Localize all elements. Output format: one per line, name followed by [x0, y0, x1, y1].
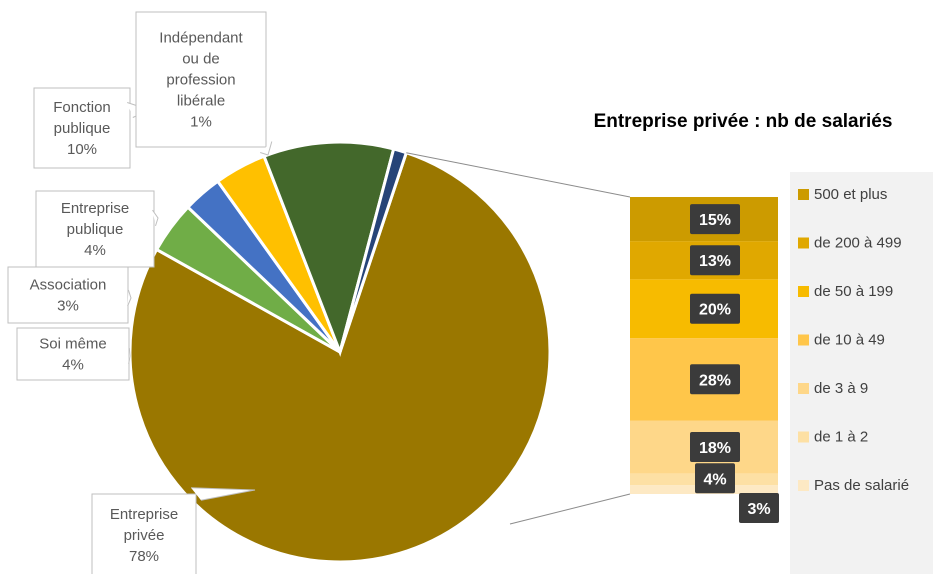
- pie-callout-1: Soi même 4%: [16, 327, 131, 381]
- bar-data-label-4: 20%: [690, 293, 740, 324]
- connector-top: [406, 152, 631, 198]
- legend-item-3: de 10 à 49: [798, 332, 885, 349]
- data-label-bg: [690, 245, 740, 276]
- pie-callout-3: Entreprise publique 4%: [35, 190, 159, 268]
- callout-box: [33, 87, 131, 169]
- callout-text: profession: [166, 72, 235, 89]
- stacked-bar-chart: 3% 4% 18% 28% 20% 13% 15%: [630, 197, 779, 523]
- data-label-bg: [695, 463, 735, 494]
- callout-text: Fonction: [53, 99, 111, 116]
- callout-text: privée: [124, 527, 165, 544]
- callout-pointer: [127, 289, 132, 307]
- callout-text: Soi même: [39, 336, 107, 353]
- callout-box: [91, 493, 197, 574]
- legend-item-4: de 3 à 9: [798, 380, 868, 397]
- data-label-text: 20%: [699, 302, 731, 319]
- data-label-text: 13%: [699, 253, 731, 270]
- callout-pointer: [260, 141, 273, 156]
- legend-label: de 3 à 9: [814, 380, 868, 397]
- callout-text: 4%: [84, 242, 106, 259]
- callout-text: ou de: [182, 51, 220, 68]
- callout-box: [135, 11, 267, 148]
- callout-text: 10%: [67, 141, 97, 158]
- legend-swatch: [798, 237, 809, 249]
- data-label-bg: [690, 432, 740, 462]
- legend-label: de 50 à 199: [814, 283, 893, 300]
- legend-swatch: [798, 383, 809, 394]
- bar-data-label-0: 3%: [739, 493, 779, 523]
- legend-swatch: [798, 286, 809, 297]
- callout-box: [7, 266, 129, 324]
- legend-item-1: de 200 à 499: [798, 235, 902, 252]
- bar-data-label-5: 13%: [690, 245, 740, 276]
- bar-data-label-1: 4%: [695, 463, 735, 494]
- data-label-text: 15%: [699, 212, 731, 229]
- legend-item-6: Pas de salarié: [798, 477, 909, 494]
- pie-chart: Entreprise privée 78% Soi même 4% Association…: [7, 11, 552, 574]
- pie-to-bar-connectors: [406, 152, 631, 525]
- legend-swatch: [798, 480, 809, 491]
- legend-label: de 200 à 499: [814, 235, 902, 252]
- sub-chart-title: Entreprise privée : nb de salariés: [594, 111, 893, 132]
- legend-item-2: de 50 à 199: [798, 283, 893, 300]
- data-label-text: 3%: [747, 501, 770, 518]
- callout-text: 78%: [129, 548, 159, 565]
- pie-slice-0: [128, 150, 552, 564]
- data-label-text: 18%: [699, 440, 731, 457]
- legend-swatch: [798, 431, 809, 443]
- pie-callout-5: Indépendant ou de profession libérale 1%: [135, 11, 273, 156]
- callout-text: publique: [67, 221, 124, 238]
- pie-slice-5: [338, 147, 409, 353]
- bar-data-label-2: 18%: [690, 432, 740, 462]
- callout-text: 3%: [57, 298, 79, 315]
- callout-pointer: [190, 487, 256, 501]
- callout-box: [16, 327, 130, 381]
- data-label-bg: [690, 204, 740, 235]
- callout-box: [35, 190, 155, 268]
- callout-pointer: [152, 209, 159, 227]
- callout-text: Indépendant: [159, 30, 243, 47]
- pie-callout-0: Entreprise privée 78%: [91, 487, 256, 574]
- legend-label: de 1 à 2: [814, 429, 868, 446]
- callout-text: Entreprise: [110, 506, 178, 523]
- pie-callout-4: Fonction publique 10%: [33, 87, 152, 169]
- data-label-text: 4%: [703, 471, 726, 488]
- data-label-text: 28%: [699, 372, 731, 389]
- legend-label: de 10 à 49: [814, 332, 885, 349]
- callout-text: Association: [30, 277, 107, 294]
- legend-label: 500 et plus: [814, 186, 887, 203]
- callout-text: 4%: [62, 357, 84, 374]
- legend-swatch: [798, 334, 809, 346]
- pie-callout-2: Association 3%: [7, 266, 132, 324]
- callout-text: publique: [54, 120, 111, 137]
- pie-slice-4: [262, 140, 396, 357]
- legend-item-5: de 1 à 2: [798, 429, 868, 446]
- legend-item-0: 500 et plus: [798, 186, 887, 203]
- connector-bottom: [509, 493, 631, 525]
- callout-text: Entreprise: [61, 200, 129, 217]
- legend-label: Pas de salarié: [814, 477, 909, 494]
- bar-data-label-3: 28%: [690, 364, 740, 395]
- callout-text: 1%: [190, 114, 212, 131]
- legend-background: [790, 172, 933, 574]
- callout-text: libérale: [177, 93, 225, 110]
- data-label-bg: [690, 293, 740, 324]
- data-label-bg: [739, 493, 779, 523]
- legend-swatch: [798, 189, 809, 200]
- legend: 500 et plus de 200 à 499 de 50 à 199 de 10 …: [790, 172, 933, 574]
- callout-pointer: [128, 347, 131, 365]
- bar-data-label-6: 15%: [690, 204, 740, 235]
- data-label-bg: [690, 364, 740, 395]
